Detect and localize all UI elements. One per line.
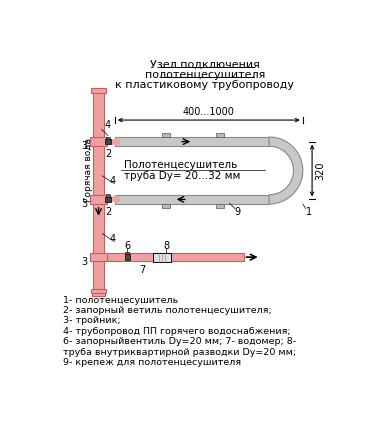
Bar: [115, 137, 269, 146]
Text: Узел подключения: Узел подключения: [150, 60, 260, 70]
Text: Горячая вода: Горячая вода: [84, 138, 93, 202]
Bar: [104, 253, 243, 261]
Text: 3: 3: [81, 257, 88, 267]
Text: 9: 9: [234, 207, 240, 217]
Text: к пластиковому трубопроводу: к пластиковому трубопроводу: [115, 80, 294, 90]
Text: 3: 3: [81, 141, 88, 151]
Bar: [125, 252, 129, 254]
Text: 6: 6: [124, 241, 130, 250]
Bar: [90, 137, 107, 146]
Bar: [115, 195, 269, 204]
Text: полотенцесушителя: полотенцесушителя: [145, 70, 265, 80]
Bar: [91, 289, 106, 293]
Polygon shape: [269, 137, 303, 204]
Bar: [105, 197, 110, 202]
Text: 7: 7: [139, 265, 146, 275]
Bar: [92, 293, 105, 297]
Bar: [106, 137, 110, 139]
Text: 1- полотенцесушитель: 1- полотенцесушитель: [63, 296, 178, 305]
Text: 6- запорныйвентиль Dy=20 мм; 7- водомер; 8-: 6- запорныйвентиль Dy=20 мм; 7- водомер;…: [63, 337, 296, 346]
Bar: [162, 133, 170, 137]
Text: 320: 320: [315, 161, 325, 180]
Text: 9- крепеж для полотенцесушителя: 9- крепеж для полотенцесушителя: [63, 358, 241, 367]
Bar: [217, 204, 224, 208]
Text: 2: 2: [106, 149, 112, 159]
Bar: [153, 253, 171, 262]
Bar: [162, 204, 170, 208]
Text: труба внутриквартирной разводки Dy=20 мм;: труба внутриквартирной разводки Dy=20 мм…: [63, 348, 296, 357]
Bar: [90, 195, 107, 203]
Text: Полотенцесушитель: Полотенцесушитель: [124, 160, 237, 170]
Bar: [91, 88, 106, 93]
Bar: [106, 194, 110, 197]
Text: 4- трубопровод ПП горячего водоснабжения;: 4- трубопровод ПП горячего водоснабжения…: [63, 327, 291, 336]
Text: 4: 4: [109, 176, 116, 186]
Bar: [93, 93, 104, 289]
Text: 4: 4: [105, 120, 111, 130]
Text: 3: 3: [81, 199, 88, 209]
Text: 2: 2: [106, 207, 112, 217]
Bar: [90, 253, 107, 261]
Bar: [105, 139, 110, 144]
Bar: [217, 133, 224, 137]
Text: 8: 8: [163, 241, 169, 250]
Text: 400...1000: 400...1000: [183, 107, 235, 117]
Text: 1: 1: [306, 207, 312, 217]
Bar: [124, 254, 130, 260]
Text: 2- запорный ветиль полотенцесушителя;: 2- запорный ветиль полотенцесушителя;: [63, 306, 272, 315]
Text: 3- тройник;: 3- тройник;: [63, 316, 120, 325]
Text: 4: 4: [109, 234, 116, 244]
Text: труба Dy= 20...32 мм: труба Dy= 20...32 мм: [124, 171, 240, 181]
